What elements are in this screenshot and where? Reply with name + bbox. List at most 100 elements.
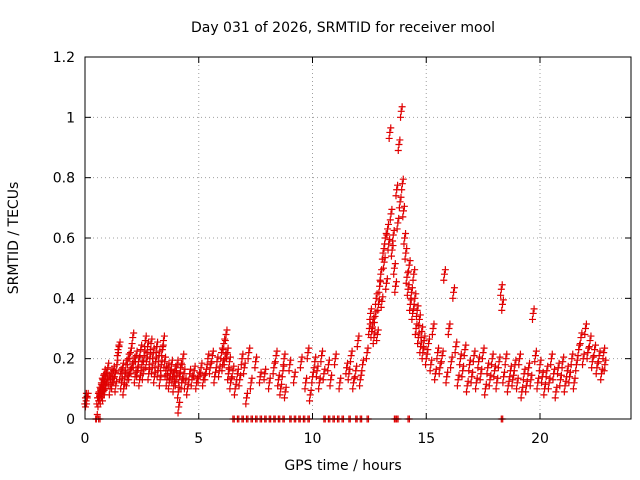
data-point — [407, 288, 415, 296]
data-point — [178, 361, 186, 369]
data-point — [346, 358, 354, 366]
data-point — [191, 362, 199, 370]
y-tick-label: 1 — [66, 110, 75, 126]
data-point — [149, 355, 157, 363]
data-point — [261, 370, 269, 378]
data-point — [113, 361, 121, 369]
data-point — [410, 300, 418, 308]
data-point — [382, 279, 390, 287]
data-point — [305, 344, 313, 352]
data-point — [442, 379, 450, 387]
data-point — [205, 370, 213, 378]
data-point — [164, 385, 172, 393]
data-point — [491, 367, 498, 375]
data-point — [356, 376, 364, 384]
data-point — [584, 349, 592, 357]
data-point — [374, 326, 382, 334]
data-point — [500, 373, 508, 381]
data-point — [153, 343, 161, 351]
data-point — [369, 340, 377, 348]
data-point — [314, 362, 322, 370]
data-point — [154, 358, 162, 366]
data-point — [226, 353, 234, 361]
data-point — [376, 282, 384, 290]
data-point — [422, 355, 430, 363]
data-point — [306, 391, 314, 399]
data-point — [523, 377, 531, 385]
data-point — [592, 341, 600, 349]
data-point — [382, 229, 390, 237]
data-point — [111, 388, 119, 396]
data-point — [279, 361, 287, 369]
data-point — [405, 267, 413, 275]
data-point — [581, 331, 589, 339]
data-point — [575, 346, 583, 354]
y-axis-label: SRMTID / TECUs — [6, 182, 22, 295]
data-point — [461, 346, 469, 354]
data-point — [510, 371, 518, 379]
data-point — [537, 356, 545, 364]
x-axis-label: GPS time / hours — [284, 458, 401, 474]
data-point — [391, 260, 399, 268]
data-point — [315, 379, 323, 387]
data-point — [573, 356, 581, 364]
data-point — [601, 361, 609, 369]
data-point — [371, 312, 379, 320]
data-point — [228, 373, 236, 381]
data-point — [419, 323, 427, 331]
y-tick-label: 0.2 — [53, 352, 75, 368]
data-point — [304, 349, 312, 357]
data-point — [274, 382, 282, 390]
data-point — [414, 302, 422, 310]
data-point — [488, 361, 496, 369]
data-point — [197, 364, 205, 372]
data-point — [440, 276, 448, 284]
data-point — [266, 374, 274, 382]
data-point — [159, 343, 167, 351]
x-tick-label: 10 — [304, 431, 322, 447]
data-point — [234, 365, 242, 373]
data-point — [411, 266, 419, 274]
data-point — [395, 214, 403, 222]
data-point — [158, 352, 166, 360]
data-point — [187, 365, 195, 373]
data-point — [143, 349, 151, 357]
data-point — [436, 364, 444, 372]
data-point — [583, 355, 591, 363]
data-point — [389, 231, 397, 239]
data-point — [506, 373, 514, 381]
data-point — [235, 382, 243, 390]
data-point — [388, 246, 396, 254]
data-point — [318, 352, 326, 360]
data-point — [484, 364, 492, 372]
data-point — [508, 382, 516, 390]
data-point — [483, 370, 491, 378]
data-point — [324, 367, 332, 375]
data-point — [282, 383, 290, 391]
data-point — [287, 356, 295, 364]
data-point — [359, 361, 367, 369]
data-point — [265, 385, 273, 393]
data-point — [130, 329, 138, 337]
data-point — [183, 385, 191, 393]
data-point — [231, 385, 239, 393]
data-point — [204, 355, 212, 363]
data-point — [336, 379, 344, 387]
data-point — [447, 358, 455, 366]
data-point — [354, 337, 362, 345]
data-point — [425, 340, 433, 348]
data-point — [568, 355, 576, 363]
data-point — [291, 368, 299, 376]
data-point — [381, 254, 389, 262]
data-point — [223, 349, 231, 357]
data-point — [399, 175, 407, 183]
data-point — [497, 291, 505, 299]
data-point — [522, 388, 530, 396]
data-point — [172, 362, 180, 370]
data-point — [427, 361, 435, 369]
data-point — [593, 364, 601, 372]
data-point — [585, 343, 593, 351]
data-point — [432, 365, 440, 373]
data-point — [492, 385, 500, 393]
data-point — [205, 350, 213, 358]
